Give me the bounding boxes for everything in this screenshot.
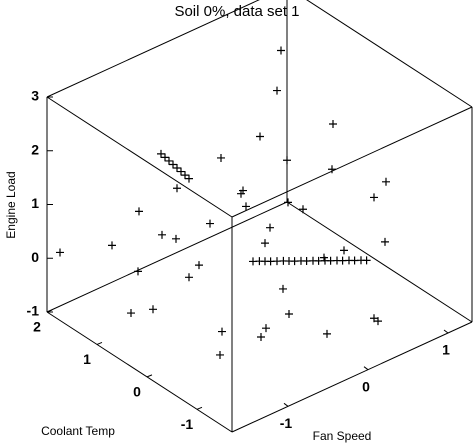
data-point bbox=[362, 256, 371, 265]
data-point bbox=[262, 324, 270, 333]
data-point bbox=[195, 261, 203, 270]
data-point bbox=[279, 284, 287, 293]
data-point bbox=[181, 171, 189, 180]
z-tick-label: 2 bbox=[31, 141, 39, 157]
x-tick-label: 1 bbox=[442, 342, 450, 358]
y-axis-label: Coolant Temp bbox=[41, 424, 115, 438]
data-point bbox=[173, 184, 181, 193]
data-point bbox=[277, 46, 285, 55]
z-axis-label: Engine Load bbox=[4, 171, 18, 238]
box-edge bbox=[231, 106, 473, 218]
data-point bbox=[285, 310, 293, 319]
data-point bbox=[273, 86, 281, 95]
y-tick-label: -1 bbox=[181, 416, 194, 432]
y-tick bbox=[196, 406, 203, 410]
x-tick-label: -1 bbox=[280, 415, 293, 431]
x-tick-label: 0 bbox=[362, 378, 370, 394]
data-point bbox=[299, 205, 307, 214]
box-edge bbox=[231, 321, 473, 433]
x-tick bbox=[363, 366, 369, 371]
x-tick bbox=[283, 402, 289, 407]
data-point bbox=[206, 219, 214, 228]
data-point bbox=[242, 202, 250, 211]
box-edge bbox=[306, 0, 473, 108]
data-point bbox=[283, 156, 291, 165]
data-point bbox=[217, 153, 225, 162]
data-point bbox=[382, 177, 390, 186]
data-point bbox=[320, 253, 328, 262]
box-edge bbox=[286, 201, 473, 323]
box-edge bbox=[46, 201, 288, 313]
z-tick-label: -1 bbox=[27, 303, 40, 319]
z-tick-label: 3 bbox=[31, 88, 39, 104]
x-axis-label: Fan Speed bbox=[313, 429, 372, 443]
data-point bbox=[108, 241, 116, 250]
data-point bbox=[134, 267, 142, 276]
data-point bbox=[185, 174, 193, 183]
data-point bbox=[329, 120, 337, 129]
data-point bbox=[266, 223, 274, 232]
z-tick-label: 1 bbox=[31, 195, 39, 211]
chart-title: Soil 0%, data set 1 bbox=[174, 3, 299, 20]
data-point bbox=[218, 327, 226, 336]
data-point bbox=[165, 156, 173, 165]
data-point bbox=[169, 160, 177, 169]
data-point bbox=[256, 132, 264, 141]
data-point bbox=[370, 193, 378, 202]
data-point bbox=[158, 230, 166, 239]
box-edge bbox=[46, 311, 233, 433]
data-point bbox=[323, 329, 331, 338]
data-point bbox=[261, 239, 269, 248]
data-point bbox=[328, 165, 336, 174]
data-point bbox=[340, 246, 348, 255]
data-point bbox=[149, 305, 157, 314]
z-tick-label: 0 bbox=[31, 249, 39, 265]
data-point bbox=[381, 237, 389, 246]
y-tick bbox=[46, 309, 53, 313]
data-point bbox=[161, 153, 169, 162]
data-point bbox=[257, 332, 265, 341]
box-edge bbox=[46, 0, 260, 98]
data-point bbox=[216, 350, 224, 359]
data-point bbox=[284, 198, 292, 207]
data-point bbox=[173, 164, 181, 173]
data-point bbox=[177, 167, 185, 176]
data-point bbox=[185, 273, 193, 282]
box-edge bbox=[46, 96, 233, 218]
data-point bbox=[56, 248, 64, 257]
data-point bbox=[157, 149, 165, 158]
y-tick-label: 0 bbox=[133, 384, 141, 400]
data-point bbox=[172, 234, 180, 243]
y-tick bbox=[146, 374, 153, 378]
data-point bbox=[135, 207, 143, 216]
data-point bbox=[370, 314, 378, 323]
y-tick bbox=[96, 341, 103, 345]
y-tick-label: 2 bbox=[33, 319, 41, 335]
y-tick-label: 1 bbox=[83, 351, 91, 367]
data-point bbox=[239, 186, 247, 195]
x-tick bbox=[443, 329, 449, 334]
data-point bbox=[127, 309, 135, 318]
